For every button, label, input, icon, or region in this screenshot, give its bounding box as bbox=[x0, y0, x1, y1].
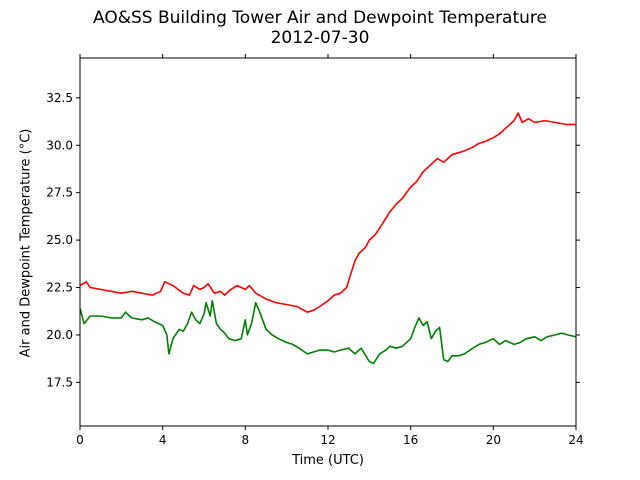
chart-title: AO&SS Building Tower Air and Dewpoint Te… bbox=[92, 8, 547, 28]
y-tick-label: 27.5 bbox=[46, 186, 73, 200]
series-line-0 bbox=[79, 112, 576, 314]
x-tick-label: 12 bbox=[320, 433, 335, 447]
y-tick-label: 22.5 bbox=[46, 281, 73, 295]
y-tick-label: 20.0 bbox=[46, 328, 73, 342]
series-line-1 bbox=[79, 299, 577, 365]
x-tick-label: 20 bbox=[486, 433, 501, 447]
plot-frame bbox=[79, 57, 577, 427]
x-axis-label: Time (UTC) bbox=[292, 453, 364, 468]
x-tick-label: 4 bbox=[159, 433, 167, 447]
y-tick-label: 17.5 bbox=[46, 375, 73, 389]
x-tick-label: 0 bbox=[76, 433, 84, 447]
x-tick-label: 24 bbox=[568, 433, 583, 447]
x-tick-label: 8 bbox=[242, 433, 250, 447]
x-tick-label: 16 bbox=[403, 433, 418, 447]
y-tick-label: 25.0 bbox=[46, 233, 73, 247]
y-tick-label: 32.5 bbox=[46, 91, 73, 105]
axes-layer: 0 4 8 12 16 20 24 17.5 20.0 22.5 25.0 27.5 30.0 32.5 bbox=[46, 54, 584, 447]
chart-subtitle: 2012-07-30 bbox=[270, 28, 370, 48]
y-axis-label: Air and Dewpoint Temperature (°C) bbox=[18, 128, 34, 358]
y-tick-label: 30.0 bbox=[46, 138, 73, 152]
series-layer bbox=[79, 112, 577, 365]
